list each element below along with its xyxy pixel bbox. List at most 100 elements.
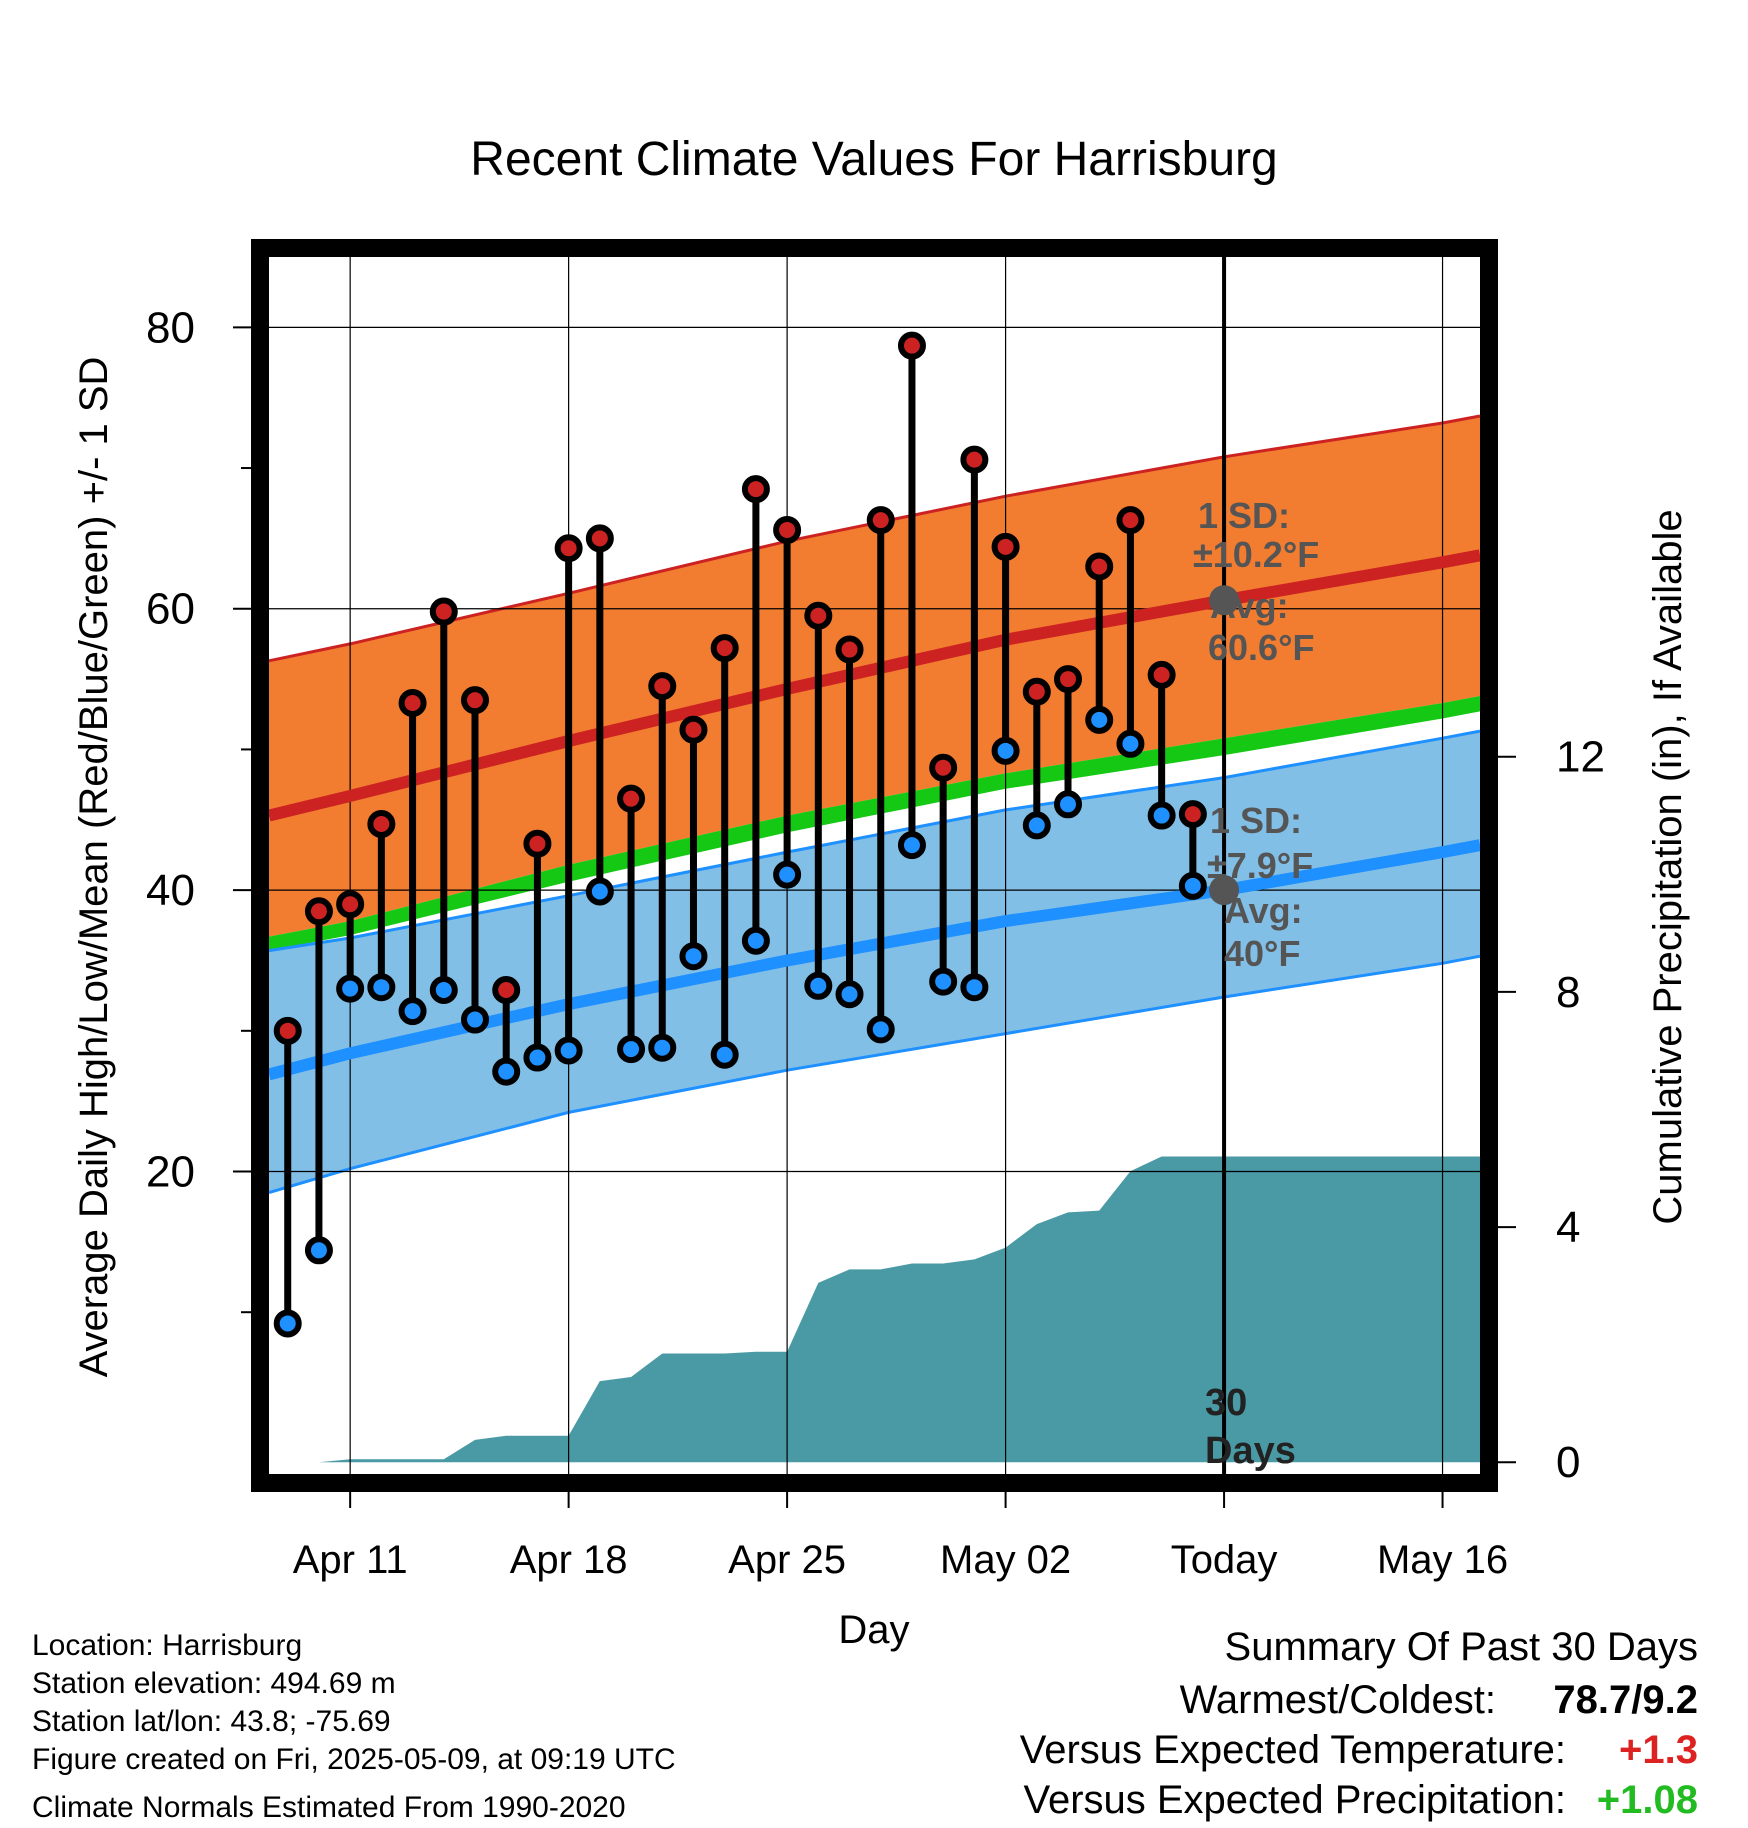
high-point (710, 634, 739, 663)
low-normal-line (267, 839, 1482, 1081)
summary-warmest-value: 78.7/9.2 (1553, 1678, 1698, 1722)
low-point (773, 860, 802, 889)
y-tick-label: 20 (146, 1148, 195, 1197)
high-point (460, 686, 489, 715)
plot-frame (251, 239, 1498, 1492)
low-point (710, 1040, 739, 1069)
low-point (492, 1057, 521, 1086)
high-point (429, 597, 458, 626)
low-point (1116, 729, 1145, 758)
high-sd-label: 1 SD: (1198, 495, 1290, 536)
high-point (273, 1016, 302, 1045)
high-point (897, 331, 926, 360)
summary-precip-label: Versus Expected Precipitation: (1023, 1778, 1566, 1822)
high-sd-value: ±10.2°F (1193, 534, 1319, 575)
low-point (679, 942, 708, 971)
x-tick-label: Apr 18 (510, 1538, 628, 1582)
high-point (617, 784, 646, 813)
y2-tick-label: 4 (1556, 1203, 1580, 1252)
today-days-label-2: Days (1205, 1430, 1296, 1472)
high-point (492, 976, 521, 1005)
high-point (960, 445, 989, 474)
mean-band (269, 696, 1480, 951)
low-point (929, 967, 958, 996)
low-avg-label: Avg: (1224, 890, 1303, 931)
high-point (1085, 552, 1114, 581)
high-point (773, 515, 802, 544)
low-point (648, 1033, 677, 1062)
summary-title: Summary Of Past 30 Days (1225, 1625, 1698, 1669)
low-point (398, 997, 427, 1026)
low-point (617, 1035, 646, 1064)
high-point (741, 475, 770, 504)
high-upper-edge (268, 414, 1481, 663)
axes: 20 40 60 80 0 4 8 12 Apr 11 Apr 18 Apr 25 May 02 Tod… (146, 303, 1605, 1582)
y-tick-label: 40 (146, 866, 195, 915)
high-point (523, 829, 552, 858)
low-avg-value: 40°F (1224, 933, 1300, 974)
x-tick-label: Today (1171, 1538, 1278, 1582)
low-point (741, 926, 770, 955)
low-point (336, 974, 365, 1003)
high-normal-line (267, 549, 1482, 822)
high-point (554, 534, 583, 563)
low-point (554, 1036, 583, 1065)
high-point (679, 715, 708, 744)
x-tick-label: May 02 (940, 1538, 1071, 1582)
x-tick-label: May 16 (1377, 1538, 1508, 1582)
high-point (1116, 506, 1145, 535)
low-sd-value: ±7.9°F (1207, 845, 1313, 886)
low-lower-edge (268, 954, 1481, 1195)
y2-axis-label: Cumulative Precipitation (in), If Availa… (1646, 509, 1690, 1224)
daily-stems (284, 345, 1197, 1324)
info-location: Location: Harrisburg (32, 1629, 302, 1662)
high-point (929, 753, 958, 782)
summary-warmest-label: Warmest/Coldest: (1180, 1678, 1496, 1722)
high-point (835, 635, 864, 664)
summary-precip-value: +1.08 (1597, 1778, 1698, 1822)
high-point (585, 524, 614, 553)
precipitation-fill (287, 1156, 1481, 1463)
high-avg-label: Avg: (1210, 585, 1289, 626)
high-point (648, 672, 677, 701)
high-point (367, 809, 396, 838)
y-axis-label: Average Daily High/Low/Mean (Red/Blue/Gr… (72, 357, 116, 1378)
high-point (1178, 800, 1207, 829)
today-days-label-1: 30 (1205, 1382, 1247, 1424)
info-latlon: Station lat/lon: 43.8; -75.69 (32, 1705, 391, 1738)
low-upper-edge (268, 729, 1481, 953)
daily-points (273, 331, 1207, 1338)
high-avg-dot (1209, 585, 1240, 616)
high-point (804, 601, 833, 630)
info-elevation: Station elevation: 494.69 m (32, 1667, 396, 1700)
y2-tick-label: 0 (1556, 1438, 1580, 1487)
high-point (304, 897, 333, 926)
low-point (585, 877, 614, 906)
low-point (804, 971, 833, 1000)
x-tick-label: Apr 25 (728, 1538, 846, 1582)
normal-mean-lines (267, 549, 1482, 1081)
y-tick-label: 60 (146, 585, 195, 634)
high-point (336, 890, 365, 919)
high-point (866, 506, 895, 535)
high-avg-value: 60.6°F (1208, 627, 1314, 668)
y2-tick-label: 12 (1556, 733, 1605, 782)
x-tick-label: Apr 11 (293, 1538, 408, 1582)
low-point (1147, 801, 1176, 830)
low-point (835, 980, 864, 1009)
high-point (1022, 677, 1051, 706)
low-point (304, 1236, 333, 1265)
low-point (1022, 811, 1051, 840)
low-point (1178, 871, 1207, 900)
precipitation-area (287, 1156, 1481, 1463)
low-point (991, 736, 1020, 765)
info-normals: Climate Normals Estimated From 1990-2020 (32, 1791, 626, 1824)
low-point (367, 973, 396, 1002)
low-point (960, 973, 989, 1002)
high-point (1054, 665, 1083, 694)
high-point (398, 688, 427, 717)
low-point (429, 976, 458, 1005)
info-created: Figure created on Fri, 2025-05-09, at 09… (32, 1743, 676, 1776)
